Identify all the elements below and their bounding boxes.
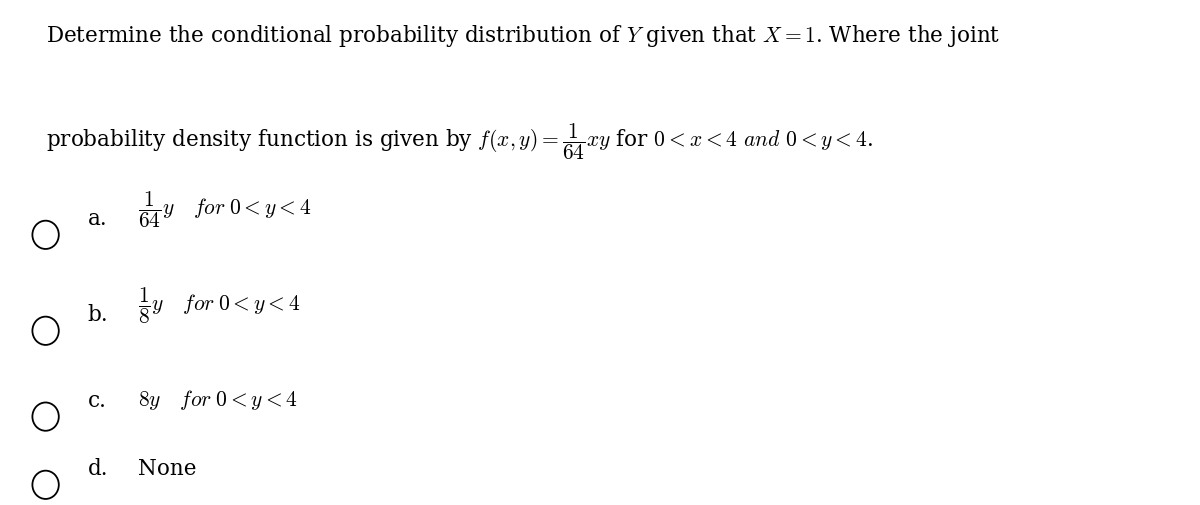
Text: None: None [138, 458, 197, 480]
Text: Determine the conditional probability distribution of $Y$ given that $X = 1$. Wh: Determine the conditional probability di… [46, 23, 1000, 48]
Text: d.: d. [88, 458, 108, 480]
Text: b.: b. [88, 304, 108, 326]
Text: c.: c. [88, 389, 107, 412]
Text: $\dfrac{1}{64}y$   $\mathit{for}\; 0 < y < 4$: $\dfrac{1}{64}y$ $\mathit{for}\; 0 < y <… [138, 189, 311, 230]
Text: $\dfrac{1}{8}y$   $\mathit{for}\; 0 < y < 4$: $\dfrac{1}{8}y$ $\mathit{for}\; 0 < y < … [138, 285, 300, 326]
Text: a.: a. [88, 208, 107, 230]
Text: $8y$   $\mathit{for}\; 0 < y < 4$: $8y$ $\mathit{for}\; 0 < y < 4$ [138, 387, 298, 412]
Text: probability density function is given by $f(x, y) = \dfrac{1}{64}xy$ for $0 < x : probability density function is given by… [46, 121, 872, 162]
